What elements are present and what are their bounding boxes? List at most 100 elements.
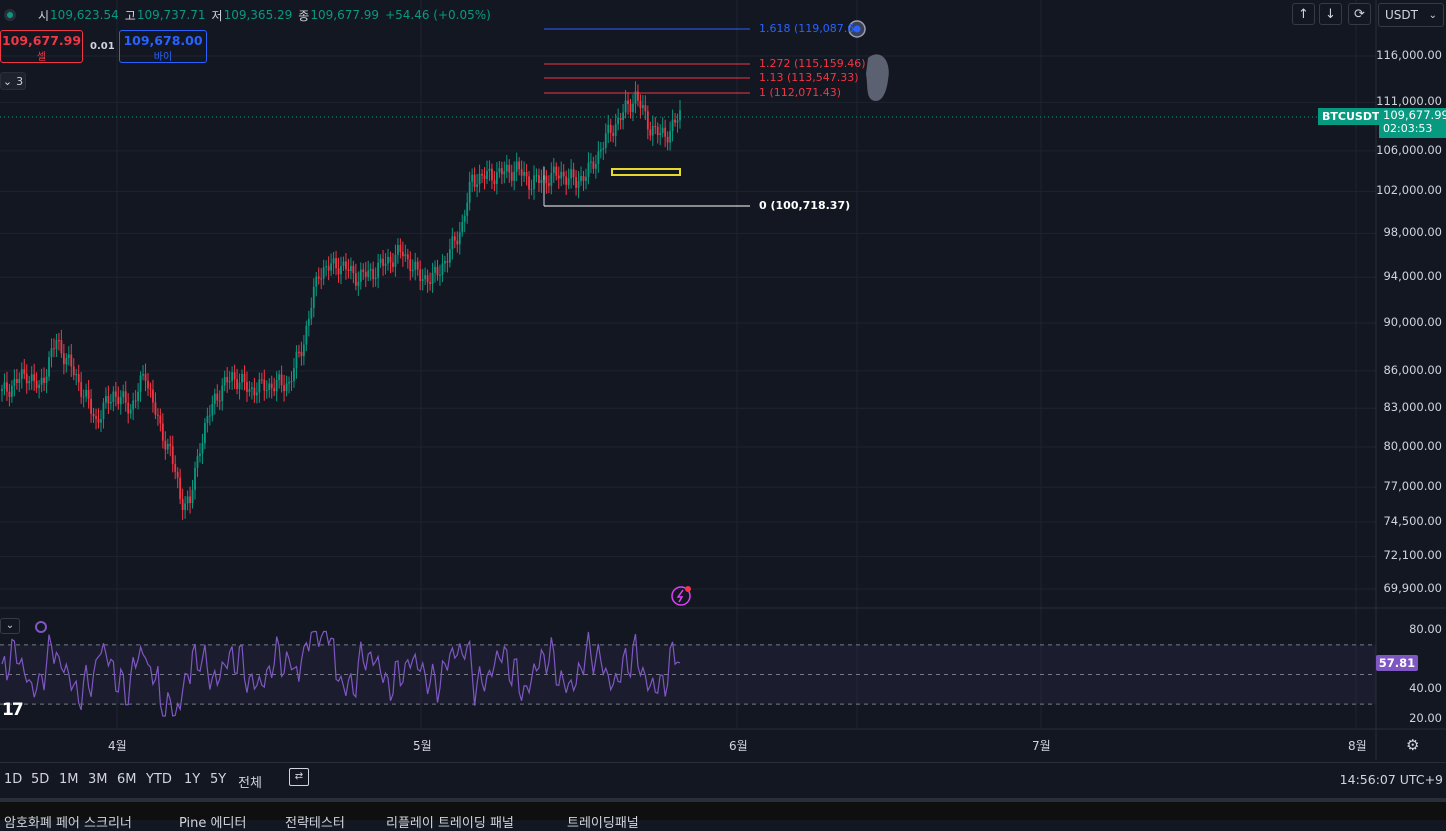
reset-view-button[interactable]: ⟳: [1348, 3, 1371, 25]
candle-body: [117, 396, 120, 405]
candle-body: [55, 340, 58, 350]
price-tick-label: 72,100.00: [1383, 548, 1442, 563]
candle-body: [669, 131, 672, 143]
candle-body: [134, 400, 137, 402]
candle-body: [523, 171, 526, 176]
open-value: 109,623.54: [50, 8, 119, 22]
candle-body: [25, 373, 28, 384]
candle-body: [45, 376, 48, 383]
candle-body: [307, 318, 310, 326]
clock[interactable]: 14:56:07 UTC+9: [1339, 772, 1443, 787]
candle-body: [580, 176, 582, 182]
candle-body: [270, 383, 273, 389]
candle-body: [152, 389, 154, 403]
candle-body: [409, 259, 412, 272]
candle-body: [421, 279, 424, 281]
price-tick-label: 102,000.00: [1376, 183, 1442, 198]
candle-body: [369, 269, 372, 271]
scroll-up-button[interactable]: ↑: [1292, 3, 1315, 25]
candle-body: [439, 274, 441, 276]
candle-body: [280, 374, 283, 386]
candle-body: [191, 489, 194, 503]
buy-button[interactable]: 109,678.00 바이: [119, 30, 207, 63]
chart-settings-gear-icon[interactable]: ⚙: [1406, 736, 1420, 754]
candle-body: [305, 325, 308, 345]
buy-label: 바이: [153, 52, 173, 63]
bottom-panel-tab[interactable]: 전략테스터: [285, 816, 345, 831]
candle-body: [300, 351, 303, 357]
timeframe-button[interactable]: 전체: [238, 776, 262, 791]
fib-level-label: 1 (112,071.43): [759, 86, 842, 99]
rsi-collapse-button[interactable]: ⌄: [0, 618, 20, 634]
candle-body: [392, 262, 394, 267]
timeframe-button[interactable]: 1M: [59, 772, 79, 787]
rsi-tick-label: 20.00: [1409, 711, 1442, 725]
candle-body: [13, 379, 16, 386]
candle-body: [639, 100, 642, 109]
chevron-down-icon: ⌄: [2, 74, 13, 88]
candle-body: [545, 175, 548, 184]
arrow-up-icon: ↑: [1298, 6, 1309, 22]
candle-body: [62, 353, 65, 365]
rsi-value-badge: 57.81: [1376, 655, 1418, 671]
indicators-toggle[interactable]: ⌄ 3: [0, 72, 26, 90]
bottom-panel-tab[interactable]: 트레이딩패널: [567, 816, 639, 831]
candle-body: [20, 369, 23, 379]
candle-body: [359, 269, 362, 282]
timeframe-button[interactable]: 1D: [4, 772, 23, 787]
candle-body: [352, 265, 355, 274]
candle-body: [186, 496, 189, 504]
candle-body: [340, 266, 342, 275]
candle-body: [233, 372, 236, 380]
candle-body: [471, 174, 474, 182]
candle-body: [562, 171, 565, 177]
candle-body: [228, 381, 231, 383]
rsi-tick-label: 40.00: [1409, 681, 1442, 696]
candle-body: [179, 477, 182, 500]
candle-body: [335, 258, 337, 269]
sell-button[interactable]: 109,677.99 셀: [0, 30, 83, 63]
refresh-icon: ⟳: [1354, 6, 1365, 22]
candle-body: [607, 124, 610, 134]
candle-body: [491, 168, 493, 181]
candle-body: [372, 269, 375, 280]
candle-body: [119, 397, 122, 405]
price-chart[interactable]: [0, 0, 1446, 760]
candle-body: [406, 254, 409, 260]
price-tick-label: 86,000.00: [1383, 362, 1442, 377]
candle-body: [30, 374, 33, 382]
fib-level-label: 1.618 (119,087.6: [759, 22, 855, 35]
candle-body: [345, 261, 347, 270]
candle-body: [446, 261, 449, 263]
timeframe-button[interactable]: 5D: [31, 772, 50, 787]
scroll-down-button[interactable]: ↓: [1319, 3, 1342, 25]
date-range-calendar-icon[interactable]: ⇄: [289, 768, 309, 786]
timeframe-button[interactable]: 3M: [88, 772, 108, 787]
currency-select[interactable]: USDT ⌄: [1378, 3, 1444, 27]
bottom-panel-tab[interactable]: Pine 에디터: [179, 816, 247, 831]
candle-body: [231, 372, 234, 382]
candle-body: [364, 271, 367, 277]
candle-body: [498, 168, 501, 173]
candle-body: [253, 387, 256, 396]
bottom-panel-tab[interactable]: 암호화폐 페어 스크리너: [4, 816, 132, 831]
candle-body: [397, 245, 399, 255]
candle-body: [169, 443, 172, 447]
bottom-panel-tab[interactable]: 리플레이 트레이딩 패널: [386, 816, 514, 831]
candle-body: [72, 366, 75, 376]
candle-body: [43, 377, 45, 383]
candle-body: [100, 419, 102, 423]
candle-body: [646, 111, 649, 130]
timeframe-button[interactable]: YTD: [146, 772, 172, 787]
timeframe-button[interactable]: 1Y: [184, 772, 201, 787]
timeframe-button[interactable]: 6M: [117, 772, 137, 787]
candle-body: [80, 382, 83, 397]
candle-body: [424, 275, 427, 280]
price-tick-label: 69,900.00: [1383, 581, 1442, 595]
candle-body: [159, 415, 162, 424]
candle-body: [609, 124, 612, 133]
ohlc-legend: 시 109,623.54 고 109,737.71 저 109,365.29 종 109…: [4, 6, 497, 24]
candle-body: [429, 282, 431, 284]
timeframe-button[interactable]: 5Y: [210, 772, 227, 787]
candle-body: [641, 105, 644, 109]
